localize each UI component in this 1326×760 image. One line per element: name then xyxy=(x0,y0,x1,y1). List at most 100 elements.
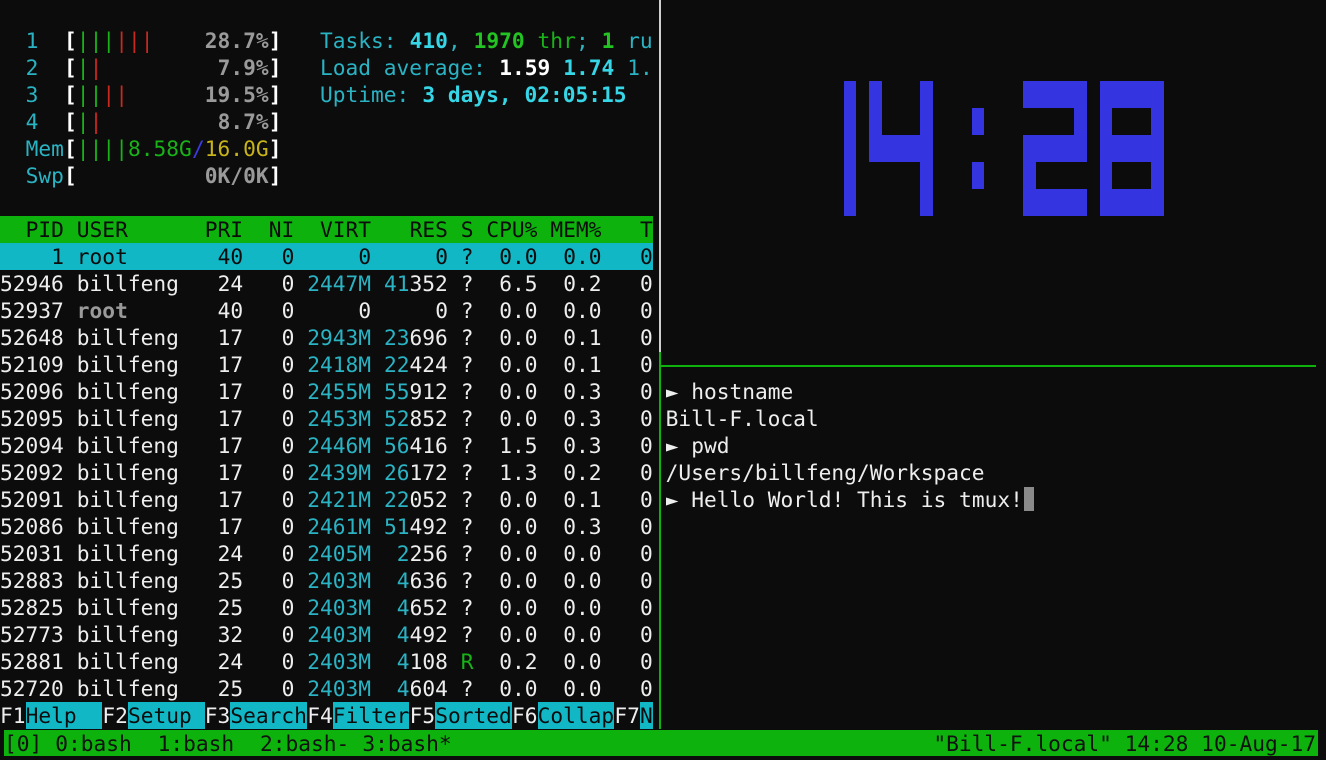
column-header-pid[interactable]: PID xyxy=(25,217,64,242)
fkey-label[interactable]: Search xyxy=(230,702,307,729)
clock-pane[interactable]: 14:28 xyxy=(666,0,1326,352)
process-pri[interactable]: 24 xyxy=(217,271,244,296)
pane-divider-horizontal[interactable] xyxy=(660,365,1316,367)
process-mem[interactable]: 0.1 xyxy=(563,352,602,377)
process-res[interactable]: 22052 xyxy=(384,487,448,512)
process-user[interactable]: root xyxy=(76,298,128,323)
process-pid[interactable]: 52946 xyxy=(0,271,64,296)
process-pri[interactable]: 17 xyxy=(217,325,244,350)
pane-divider-vertical[interactable] xyxy=(659,0,661,352)
process-time[interactable]: 0: xyxy=(640,676,653,701)
process-res[interactable]: 41352 xyxy=(384,271,448,296)
process-pid[interactable]: 52031 xyxy=(0,541,64,566)
process-ni[interactable]: 0 xyxy=(281,406,295,431)
process-pid[interactable]: 52091 xyxy=(0,487,64,512)
htop-pane[interactable]: 1[| | | | | | 28.7%] 2[| | 7.9%] 3[| | | | 19.5%] 4[| | 8… xyxy=(0,0,653,729)
process-pri[interactable]: 25 xyxy=(217,676,244,701)
process-cpu[interactable]: 6.5 xyxy=(499,271,538,296)
process-cpu[interactable]: 1.5 xyxy=(499,433,538,458)
process-pri[interactable]: 17 xyxy=(217,433,244,458)
process-res[interactable]: 51492 xyxy=(384,514,448,539)
process-s[interactable]: ? xyxy=(460,460,474,485)
process-pri[interactable]: 25 xyxy=(217,568,244,593)
process-user[interactable]: billfeng xyxy=(76,622,179,647)
process-s[interactable]: ? xyxy=(460,676,474,701)
column-header-ni[interactable]: NI xyxy=(268,217,295,242)
process-virt[interactable]: 2439M xyxy=(307,460,371,485)
process-pri[interactable]: 17 xyxy=(217,460,244,485)
window-tab[interactable]: 2:bash- xyxy=(260,731,350,756)
fkey-f4[interactable]: F4 xyxy=(307,703,333,728)
process-s[interactable]: ? xyxy=(460,244,474,269)
process-cpu[interactable]: 0.0 xyxy=(499,352,538,377)
process-cpu[interactable]: 0.2 xyxy=(499,649,538,674)
process-s[interactable]: ? xyxy=(460,325,474,350)
process-virt[interactable]: 0 xyxy=(358,298,372,323)
process-s[interactable]: ? xyxy=(460,595,474,620)
process-mem[interactable]: 0.0 xyxy=(563,649,602,674)
column-header-cpu[interactable]: CPU% xyxy=(486,217,538,242)
process-cpu[interactable]: 0.0 xyxy=(499,379,538,404)
process-pid[interactable]: 52883 xyxy=(0,568,64,593)
process-time[interactable]: 0: xyxy=(640,244,653,269)
column-header-time[interactable]: T xyxy=(640,217,653,242)
process-user[interactable]: billfeng xyxy=(76,595,179,620)
process-pri[interactable]: 17 xyxy=(217,487,244,512)
process-mem[interactable]: 0.3 xyxy=(563,514,602,539)
process-pid[interactable]: 52096 xyxy=(0,379,64,404)
process-s[interactable]: ? xyxy=(460,271,474,296)
process-user[interactable]: root xyxy=(76,244,128,269)
process-time[interactable]: 0: xyxy=(640,406,653,431)
process-time[interactable]: 0: xyxy=(640,568,653,593)
process-pid[interactable]: 52109 xyxy=(0,352,64,377)
process-res[interactable]: 55912 xyxy=(384,379,448,404)
process-time[interactable]: 0: xyxy=(640,433,653,458)
process-mem[interactable]: 0.0 xyxy=(563,595,602,620)
process-ni[interactable]: 0 xyxy=(281,325,295,350)
process-ni[interactable]: 0 xyxy=(281,541,295,566)
process-virt[interactable]: 2403M xyxy=(307,649,371,674)
process-time[interactable]: 0: xyxy=(640,487,653,512)
process-cpu[interactable]: 0.0 xyxy=(499,568,538,593)
column-header-res[interactable]: RES xyxy=(409,217,448,242)
process-user[interactable]: billfeng xyxy=(76,406,179,431)
process-pri[interactable]: 17 xyxy=(217,406,244,431)
process-cpu[interactable]: 0.0 xyxy=(499,244,538,269)
process-ni[interactable]: 0 xyxy=(281,433,295,458)
process-user[interactable]: billfeng xyxy=(76,568,179,593)
fkey-label[interactable]: N xyxy=(640,702,653,729)
process-time[interactable]: 0: xyxy=(640,325,653,350)
window-tab[interactable]: 3:bash* xyxy=(362,731,452,756)
process-mem[interactable]: 0.3 xyxy=(563,406,602,431)
fkey-f3[interactable]: F3 xyxy=(204,703,231,728)
process-pri[interactable]: 25 xyxy=(217,595,244,620)
fkey-f7[interactable]: F7 xyxy=(614,703,640,728)
process-user[interactable]: billfeng xyxy=(76,379,179,404)
window-tab[interactable]: 0:bash xyxy=(55,731,132,756)
column-header-s[interactable]: S xyxy=(460,217,474,242)
process-time[interactable]: 0: xyxy=(640,379,653,404)
process-ni[interactable]: 0 xyxy=(281,487,295,512)
process-user[interactable]: billfeng xyxy=(76,541,179,566)
process-ni[interactable]: 0 xyxy=(281,649,295,674)
process-mem[interactable]: 0.3 xyxy=(563,433,602,458)
process-pri[interactable]: 40 xyxy=(217,298,244,323)
process-res[interactable]: 4652 xyxy=(396,595,448,620)
process-res[interactable]: 22424 xyxy=(384,352,448,377)
process-res[interactable]: 2256 xyxy=(396,541,448,566)
process-mem[interactable]: 0.0 xyxy=(563,676,602,701)
process-res[interactable]: 26172 xyxy=(384,460,448,485)
process-pid[interactable]: 52094 xyxy=(0,433,64,458)
process-virt[interactable]: 2461M xyxy=(307,514,371,539)
process-virt[interactable]: 2403M xyxy=(307,595,371,620)
process-time[interactable]: 0: xyxy=(640,298,653,323)
process-cpu[interactable]: 0.0 xyxy=(499,406,538,431)
process-time[interactable]: 0: xyxy=(640,271,653,296)
process-ni[interactable]: 0 xyxy=(281,244,295,269)
process-user[interactable]: billfeng xyxy=(76,271,179,296)
process-time[interactable]: 0: xyxy=(640,595,653,620)
process-ni[interactable]: 0 xyxy=(281,271,295,296)
fkey-label[interactable]: Setup xyxy=(128,702,205,729)
process-cpu[interactable]: 0.0 xyxy=(499,514,538,539)
process-user[interactable]: billfeng xyxy=(76,487,179,512)
